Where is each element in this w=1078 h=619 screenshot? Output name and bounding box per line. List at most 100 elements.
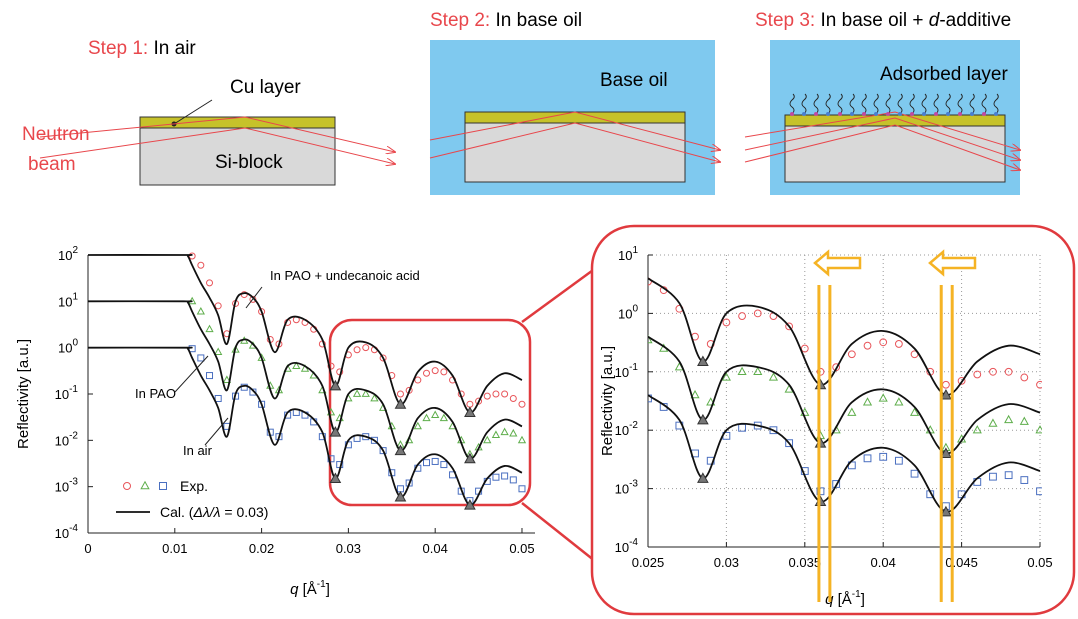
head-group (994, 112, 998, 116)
curve-leader (174, 355, 209, 393)
molecule (921, 93, 927, 115)
data-point (352, 389, 362, 397)
data-point (1004, 367, 1013, 376)
head-group (874, 112, 878, 116)
step-number: Step 2: (430, 10, 490, 31)
data-point (188, 252, 196, 260)
step-2: Step 2: In base oil Base oil (429, 10, 720, 195)
data-point (721, 372, 731, 381)
head-group (898, 112, 902, 116)
data-point (501, 390, 509, 398)
zoom-connector (521, 263, 601, 324)
y-tick-base: 10 (615, 482, 629, 497)
data-point (690, 389, 700, 399)
data-point (879, 338, 888, 347)
data-point (509, 394, 517, 402)
medium-label: Base oil (600, 70, 668, 91)
data-point (188, 345, 196, 353)
head-group (790, 112, 794, 116)
y-tick-exponent: -4 (629, 537, 638, 548)
data-point (258, 308, 266, 316)
x-label-symbol: q (290, 581, 299, 598)
data-point (423, 369, 431, 377)
data-point (769, 426, 778, 435)
data-point (816, 367, 825, 376)
x-tick-label: 0.02 (249, 541, 274, 556)
x-tick-label: 0.05 (1027, 555, 1052, 570)
data-point (197, 261, 205, 269)
y-tick-exponent: -1 (69, 384, 78, 395)
data-point (214, 302, 222, 310)
beam-label: beam (28, 154, 76, 175)
x-axis-label: q [Å-1] (290, 579, 330, 598)
data-point (413, 421, 422, 430)
zoom-panel (590, 224, 1076, 616)
calc-curve (88, 254, 523, 414)
minimum-marker (697, 413, 709, 425)
x-tick-label: 0.05 (509, 541, 534, 556)
minimum-marker (464, 499, 476, 510)
beam-label: Neutron (22, 124, 90, 145)
x-label-unit: [Å (833, 591, 851, 608)
x-tick-label: 0.04 (871, 555, 896, 570)
x-tick-label: 0.03 (336, 541, 361, 556)
step-title: Step 2: In base oil (430, 10, 582, 31)
data-point (737, 366, 747, 376)
data-point (894, 456, 903, 465)
x-tick-label: 0.035 (789, 555, 822, 570)
data-point (422, 413, 431, 422)
legend-part: Cal. ( (160, 504, 194, 520)
x-tick-label: 0.01 (162, 541, 187, 556)
data-point (738, 312, 746, 320)
molecule (861, 93, 867, 115)
y-axis-label: Reflectivity [a.u.] (15, 339, 32, 449)
layer-label: Adsorbed layer (880, 64, 1008, 85)
molecule (945, 93, 951, 115)
y-tick-exponent: -3 (69, 477, 78, 488)
data-point (1036, 380, 1042, 389)
y-tick-base: 10 (55, 433, 69, 448)
leader (173, 99, 213, 125)
data-point (258, 400, 266, 408)
data-point (722, 318, 731, 327)
head-group (934, 112, 938, 116)
y-tick-label: 10-2 (55, 430, 79, 448)
curve-label: In PAO + undecanoic acid (270, 268, 420, 283)
head-group (886, 112, 890, 116)
x-tick-label: 0.03 (714, 555, 739, 570)
data-point (353, 346, 361, 354)
y-tick-label: 10-4 (55, 523, 79, 541)
data-point (292, 361, 301, 370)
x-tick-label: 0.045 (945, 555, 978, 570)
step-1: Step 1: In air Cu layer Si-block Neutron… (22, 38, 395, 186)
legend-label: Cal. (Δλ/λ = 0.03) (160, 504, 268, 520)
plot (648, 277, 1042, 517)
beam (429, 122, 720, 162)
data-point (483, 392, 491, 400)
shift-arrow (928, 249, 977, 277)
zoom-connector (521, 502, 601, 566)
minimum-marker (329, 472, 342, 484)
y-tick-exponent: -1 (629, 362, 638, 373)
y-tick-base: 10 (58, 294, 72, 309)
data-point (491, 430, 501, 438)
data-point (327, 362, 335, 370)
cu-layer (139, 116, 336, 129)
data-point (396, 485, 404, 493)
y-axis-label: Reflectivity [a.u.] (599, 346, 616, 456)
data-point (1036, 487, 1042, 496)
beam (429, 111, 720, 150)
y-tick-base: 10 (618, 306, 632, 321)
data-point (1004, 471, 1013, 480)
data-point (423, 459, 431, 467)
y-tick-exponent: 1 (72, 291, 78, 302)
data-point (863, 341, 872, 350)
y-tick-exponent: 2 (72, 245, 78, 256)
minimum-marker (329, 426, 342, 437)
head-group (850, 112, 854, 116)
step-3: Step 3: In base oil + d-additive Adsorbe… (744, 10, 1020, 195)
x-label-close: ] (326, 581, 330, 598)
data-point (300, 364, 310, 372)
